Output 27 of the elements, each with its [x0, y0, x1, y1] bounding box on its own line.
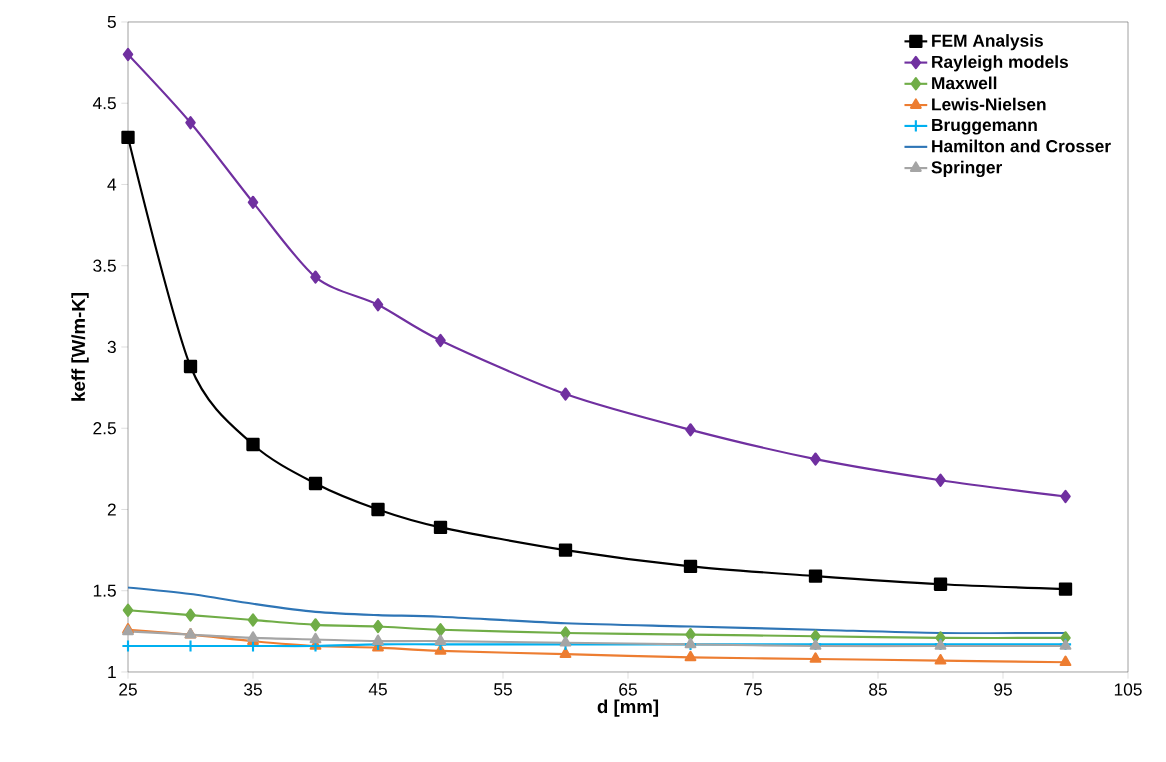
y-tick-label: 4 [107, 178, 117, 191]
y-tick-label: 2 [107, 503, 116, 516]
y-tick-label: 4.5 [92, 97, 116, 110]
y-axis-title: keff [W/m-K] [71, 293, 89, 401]
y-tick-label: 3 [107, 340, 116, 354]
x-axis-title: d [mm] [597, 699, 659, 717]
y-tick-label: 2.5 [93, 422, 116, 435]
legend-label: Hamilton and Crosser [932, 139, 1111, 153]
x-tick-label: 65 [619, 683, 637, 696]
x-tick-label: 45 [368, 683, 387, 696]
legend-label: Lewis-Nielsen [932, 97, 1046, 111]
x-tick-label: 75 [744, 683, 762, 696]
legend-label: Maxwell [932, 76, 997, 90]
x-tick-label: 35 [244, 683, 262, 696]
y-tick-label: 1 [108, 666, 116, 678]
y-tick-label: 3.5 [93, 259, 116, 272]
x-tick-label: 95 [994, 683, 1012, 696]
x-tick-label: 55 [494, 683, 512, 696]
legend-label: Springer [931, 160, 1002, 178]
x-tick-label: 85 [869, 683, 887, 696]
y-tick-label: 1.5 [93, 584, 116, 597]
y-tick-label: 5 [107, 15, 116, 29]
x-tick-label: 105 [1114, 683, 1142, 696]
x-tick-label: 25 [119, 683, 137, 696]
legend-label: Bruggemann [932, 118, 1037, 135]
legend-label: FEM Analysis [932, 34, 1043, 51]
legend-label: Rayleigh models [932, 55, 1068, 72]
